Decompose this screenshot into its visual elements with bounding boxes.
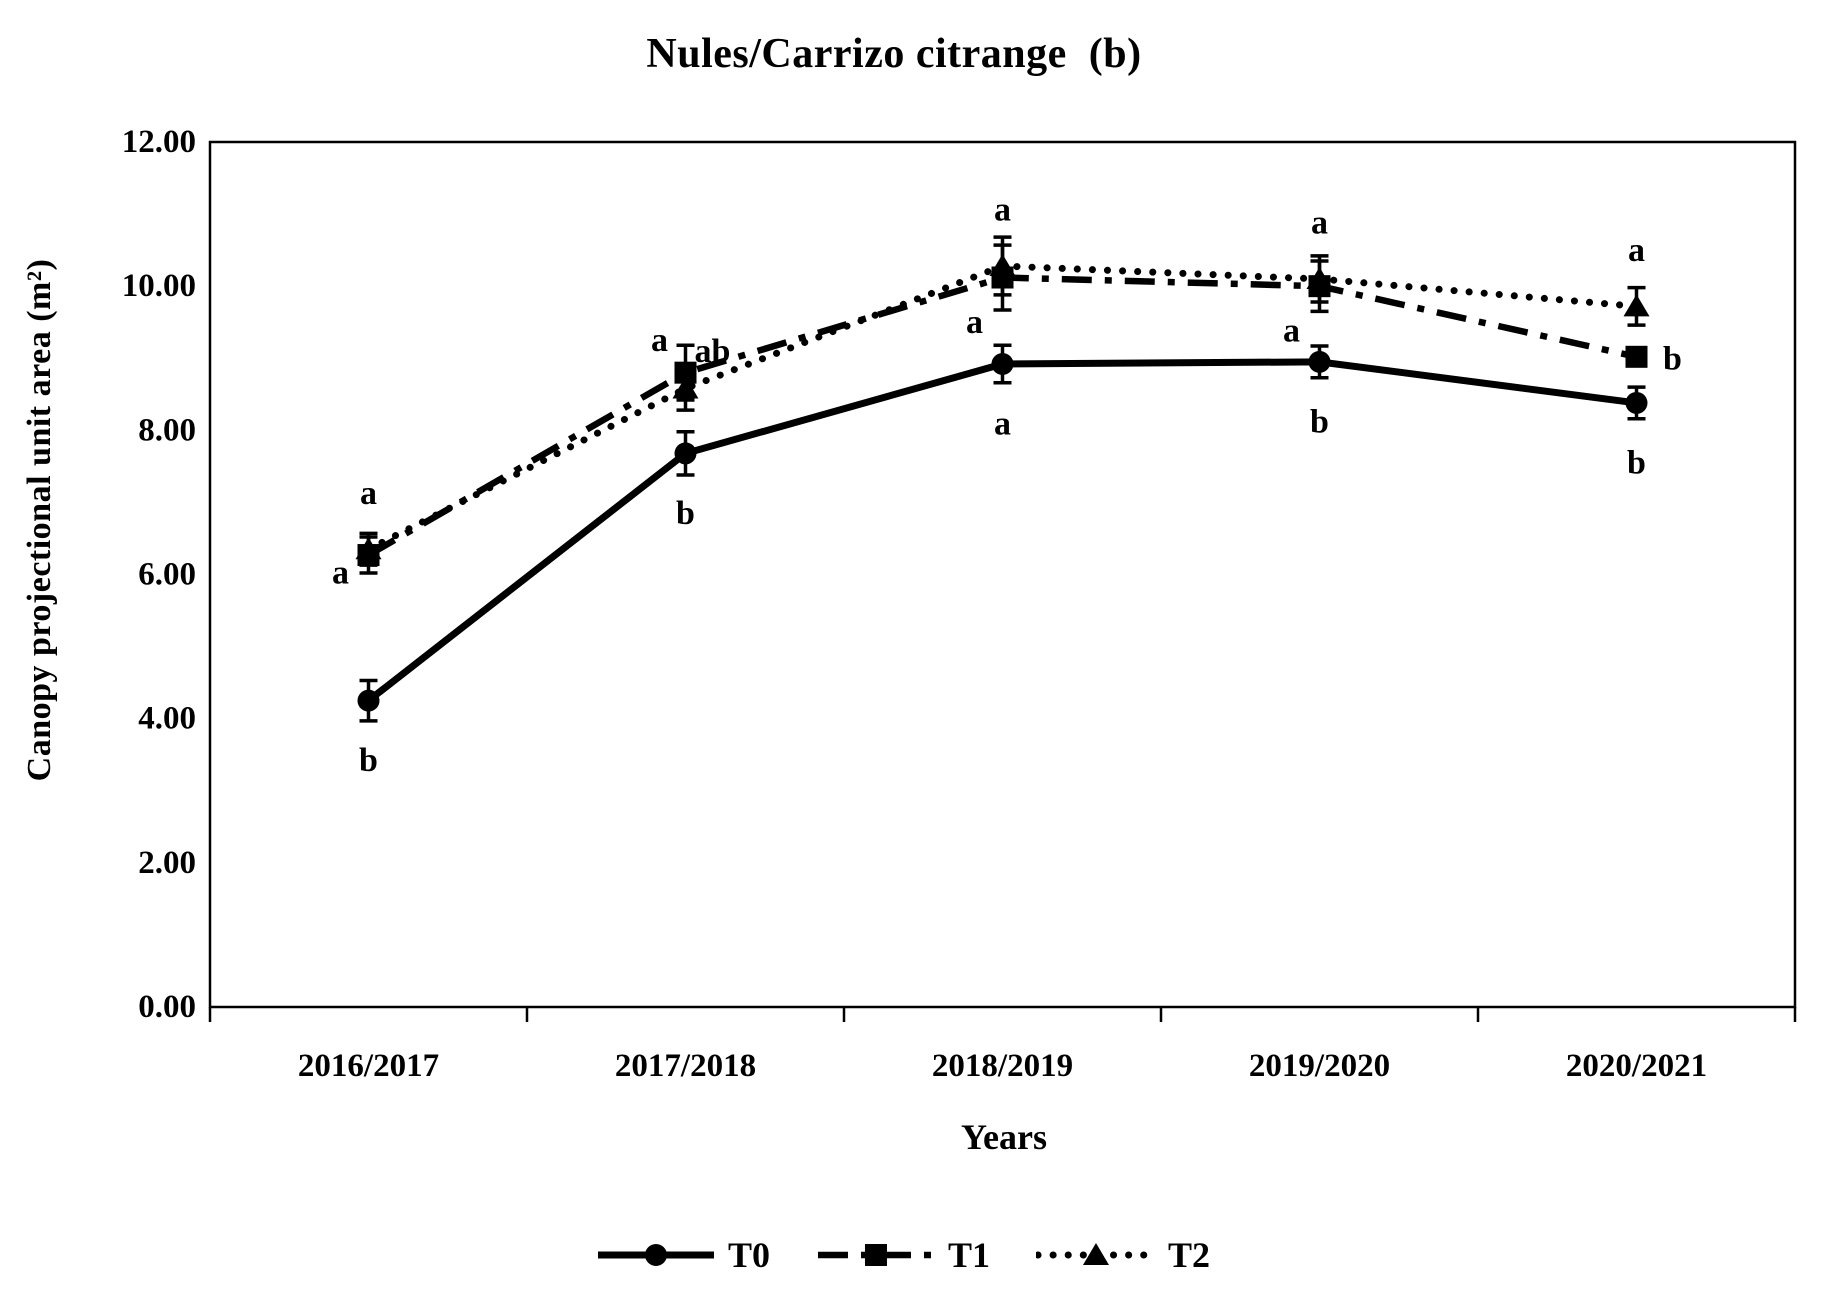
data-point-marker-triangle (355, 537, 382, 560)
x-axis-ticks (208, 1007, 1797, 1022)
data-point-marker-square (1625, 345, 1648, 368)
significance-letter: b (1663, 340, 1682, 377)
series-detail-T0: b b a b b (357, 343, 1648, 779)
svg-text:12.00: 12.00 (122, 124, 196, 160)
data-point-marker-circle (674, 442, 697, 465)
data-point-marker-circle (1308, 350, 1331, 373)
svg-text:2018/2019: 2018/2019 (932, 1048, 1073, 1084)
svg-text:6.00: 6.00 (138, 557, 196, 593)
significance-letter: a (1283, 313, 1300, 350)
significance-letter: a (1311, 204, 1328, 241)
data-point-marker-triangle (1623, 294, 1650, 317)
legend-sample-solid-circle-icon (597, 1244, 714, 1266)
legend-sample-dashdot-square-icon (817, 1244, 934, 1266)
significance-letter: a (994, 191, 1011, 228)
legend-label-t0: T0 (727, 1235, 770, 1275)
svg-text:8.00: 8.00 (138, 412, 196, 448)
data-point-marker-circle (991, 353, 1014, 376)
svg-text:2020/2021: 2020/2021 (1566, 1048, 1707, 1084)
chart-title: Nules/Carrizo citrange (b) (646, 31, 1142, 77)
plot-frame (208, 140, 1797, 1009)
legend-marker-square (864, 1244, 887, 1266)
significance-letter: a (994, 406, 1011, 443)
significance-letter: b (1627, 444, 1646, 481)
significance-letter: a (332, 555, 349, 592)
legend-sample-dotted-triangle-icon (1036, 1243, 1157, 1265)
x-axis-tick-labels: 2016/2017 2017/2018 2018/2019 2019/2020 2020… (298, 1048, 1707, 1084)
svg-text:2016/2017: 2016/2017 (298, 1048, 439, 1084)
legend: T0 T1 T2 (596, 1237, 1210, 1273)
significance-letter: a (966, 304, 983, 341)
svg-text:2017/2018: 2017/2018 (615, 1048, 756, 1084)
legend-item-t0: T0 (596, 1237, 770, 1273)
data-point-marker-circle (1625, 391, 1648, 414)
data-point-marker-triangle (672, 376, 699, 399)
svg-text:2019/2020: 2019/2020 (1249, 1048, 1390, 1084)
svg-text:4.00: 4.00 (138, 701, 196, 737)
svg-text:0.00: 0.00 (138, 989, 196, 1025)
data-point-marker-triangle (1306, 266, 1333, 289)
legend-marker-triangle (1083, 1243, 1110, 1265)
significance-letter: b (359, 742, 378, 779)
svg-text:10.00: 10.00 (122, 268, 196, 304)
data-point-marker-triangle (989, 253, 1016, 276)
significance-letter: b (676, 495, 695, 532)
data-point-marker-circle (357, 689, 380, 712)
significance-letter: a (651, 322, 668, 359)
significance-letter: b (1310, 403, 1329, 440)
legend-label-t2: T2 (1168, 1235, 1211, 1275)
significance-letter: a (360, 475, 377, 512)
legend-label-t1: T1 (947, 1235, 991, 1275)
legend-marker-circle (644, 1244, 667, 1266)
significance-letter: ab (695, 333, 731, 370)
x-axis-title: Years (961, 1117, 1047, 1157)
svg-text:2.00: 2.00 (138, 845, 196, 881)
legend-item-t2: T2 (1036, 1237, 1210, 1273)
significance-letter: a (1628, 232, 1645, 269)
y-axis-tick-labels: 0.00 2.00 4.00 6.00 8.00 10.00 12.00 (122, 124, 196, 1025)
legend-item-t1: T1 (816, 1237, 990, 1273)
